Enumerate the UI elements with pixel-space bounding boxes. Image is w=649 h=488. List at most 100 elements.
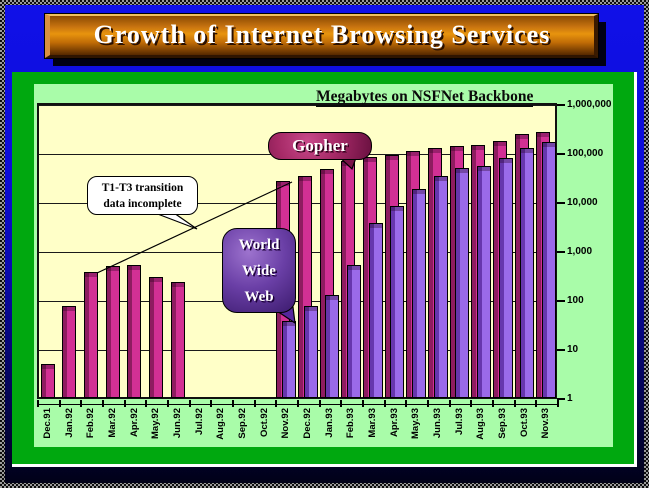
x-axis-line xyxy=(39,404,559,405)
x-axis-tick xyxy=(448,400,451,407)
x-axis-label: Feb.92 xyxy=(85,408,97,439)
gopher-callout: Gopher xyxy=(268,132,372,160)
x-axis-label: Oct.92 xyxy=(258,408,270,438)
x-axis-label: Jan.92 xyxy=(63,408,75,438)
x-axis-label: Jun.93 xyxy=(431,408,443,439)
x-axis-tick xyxy=(80,400,83,407)
x-axis-tick xyxy=(188,400,191,407)
bar-world-wide-web xyxy=(520,147,535,399)
title-banner: Growth of Internet Browsing Services xyxy=(44,13,599,59)
gridline xyxy=(39,349,555,351)
x-axis-label: Jul.92 xyxy=(193,408,205,435)
www-callout-line2: Wide xyxy=(242,262,276,279)
x-axis-label: May.92 xyxy=(150,408,162,439)
y-axis-label: 1,000,000 xyxy=(567,99,612,111)
chart-title: Megabytes on NSFNet Backbone xyxy=(316,88,534,107)
y-axis-tick xyxy=(557,299,565,302)
x-axis-label: Apr.92 xyxy=(128,408,140,438)
y-axis-label: 100 xyxy=(567,294,584,306)
x-axis-tick xyxy=(37,400,39,407)
gridline xyxy=(39,105,555,107)
x-axis-tick xyxy=(340,400,343,407)
gopher-callout-label: Gopher xyxy=(292,136,348,155)
bar-world-wide-web xyxy=(498,157,513,399)
bar-gopher xyxy=(105,266,120,399)
x-axis-label: Mar.93 xyxy=(366,408,378,438)
bar-world-wide-web xyxy=(325,295,340,399)
x-axis-tick xyxy=(145,400,148,407)
x-axis-tick xyxy=(535,400,538,407)
x-axis-label: Nov.93 xyxy=(540,408,552,439)
bar-world-wide-web xyxy=(411,189,426,399)
x-axis-label: Mar.92 xyxy=(106,408,118,438)
x-axis-label: Dec.91 xyxy=(41,408,53,439)
x-axis-label: Nov.92 xyxy=(280,408,292,439)
x-axis-tick xyxy=(275,400,278,407)
bar-world-wide-web xyxy=(368,223,383,399)
x-axis-tick xyxy=(513,400,516,407)
y-axis-tick xyxy=(557,397,565,400)
x-axis-label: Jun.92 xyxy=(171,408,183,439)
y-axis-label: 10 xyxy=(567,343,579,355)
x-axis-label: Sep.93 xyxy=(496,408,508,439)
bar-world-wide-web xyxy=(476,166,491,399)
bar-gopher xyxy=(170,282,185,399)
x-axis-label: May.93 xyxy=(410,408,422,439)
bar-gopher xyxy=(148,277,163,399)
x-axis-label: Jul.93 xyxy=(453,408,465,435)
bar-gopher xyxy=(62,305,77,399)
x-axis-label: Feb.93 xyxy=(345,408,357,439)
x-axis-tick xyxy=(297,400,299,407)
x-axis-label: Aug.92 xyxy=(215,408,227,440)
bar-world-wide-web xyxy=(541,141,556,399)
x-axis-tick xyxy=(405,400,408,407)
x-axis-label: Sep.92 xyxy=(236,408,248,439)
x-axis-tick xyxy=(557,400,559,407)
x-axis-tick xyxy=(492,400,494,407)
www-callout-line3: Web xyxy=(244,288,274,305)
x-axis-tick xyxy=(58,400,61,407)
gridline xyxy=(39,300,555,302)
x-axis-label: Aug.93 xyxy=(475,408,487,440)
y-axis-tick xyxy=(557,202,565,205)
x-axis-tick xyxy=(253,400,256,407)
t1t3-callout-line1: T1-T3 transition xyxy=(101,182,184,194)
y-axis-tick xyxy=(557,104,565,107)
y-axis-label: 1 xyxy=(567,392,573,404)
x-axis-label: Oct.93 xyxy=(518,408,530,438)
x-axis-label: Dec.92 xyxy=(301,408,313,439)
x-axis-tick xyxy=(123,400,126,407)
y-axis-tick xyxy=(557,250,565,253)
y-axis-tick xyxy=(557,153,565,156)
x-axis-tick xyxy=(167,400,169,407)
bar-world-wide-web xyxy=(455,168,470,399)
x-axis-tick xyxy=(383,400,386,407)
bar-gopher xyxy=(127,264,142,399)
x-axis-label: Jan.93 xyxy=(323,408,335,438)
x-axis-tick xyxy=(427,400,429,407)
bar-gopher xyxy=(83,272,98,399)
page-title: Growth of Internet Browsing Services xyxy=(93,20,551,49)
bar-world-wide-web xyxy=(390,206,405,399)
x-axis-tick xyxy=(232,400,234,407)
y-axis-label: 100,000 xyxy=(567,148,604,160)
gridline xyxy=(39,251,555,253)
t1t3-callout: T1-T3 transition data incomplete xyxy=(87,176,198,215)
bar-world-wide-web xyxy=(346,265,361,399)
x-axis-tick xyxy=(362,400,364,407)
x-axis-tick xyxy=(210,400,213,407)
bar-world-wide-web xyxy=(303,306,318,399)
t1t3-callout-line2: data incomplete xyxy=(103,197,182,210)
www-callout-line1: World xyxy=(238,237,280,253)
y-axis-label: 10,000 xyxy=(567,197,598,209)
x-axis-tick xyxy=(470,400,473,407)
y-axis-tick xyxy=(557,348,565,351)
bar-world-wide-web xyxy=(433,175,448,399)
bar-gopher xyxy=(40,364,55,399)
x-axis-label: Apr.93 xyxy=(388,408,400,438)
bar-world-wide-web xyxy=(281,321,296,399)
y-axis-label: 1,000 xyxy=(567,245,593,257)
x-axis-tick xyxy=(102,400,104,407)
www-callout: World Wide Web xyxy=(222,228,296,313)
